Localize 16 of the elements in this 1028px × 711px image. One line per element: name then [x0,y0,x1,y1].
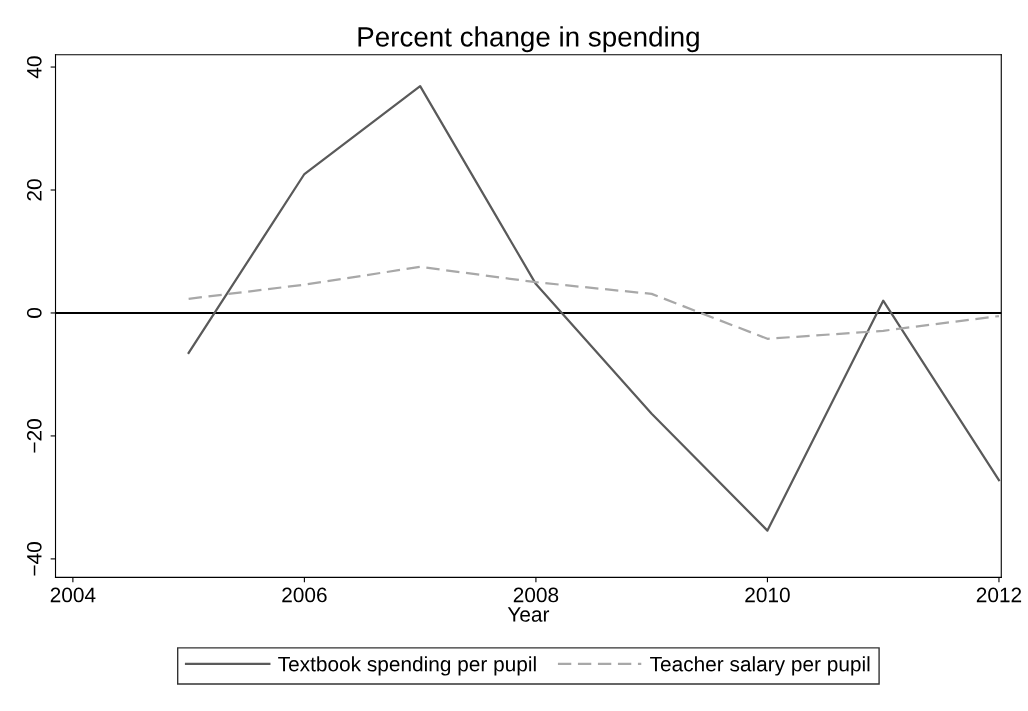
x-tick-label: 2006 [282,587,327,603]
line-series [187,265,1001,340]
x-tick-label: 2008 [513,587,559,603]
x-tick-label: 2012 [976,587,1022,603]
y-tick-label: −20 [26,419,42,453]
line-series [187,84,1001,532]
y-tick-label: 40 [26,56,42,79]
y-tick-label: 0 [26,307,42,318]
y-tick-label: −40 [26,542,42,576]
y-tick-label: 20 [26,179,42,201]
chart-title: Percent change in spending [358,26,699,53]
x-tick-label: 2004 [50,587,96,603]
x-axis-title: Year [507,607,550,622]
x-tick-label: 2010 [745,587,790,603]
legend-label: Textbook spending per pupil [278,656,536,676]
legend-label: Teacher salary per pupil [650,656,870,676]
